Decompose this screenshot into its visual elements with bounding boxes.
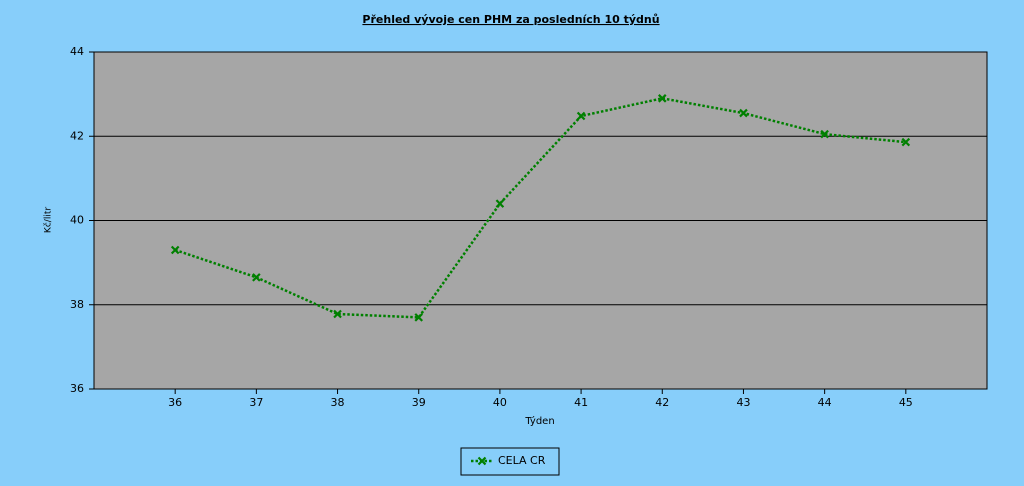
- legend-label: CELA CR: [498, 454, 546, 467]
- series-line: [174, 97, 906, 319]
- y-tick-label: 42: [70, 129, 84, 142]
- marker: [333, 309, 342, 319]
- y-tick-label: 38: [70, 298, 84, 311]
- x-tick-label: 39: [412, 396, 426, 409]
- y-tick-label: 40: [70, 214, 84, 227]
- x-tick-label: 42: [655, 396, 669, 409]
- marker: [477, 456, 487, 466]
- x-axis-label: Týden: [524, 415, 554, 427]
- y-tick-label: 44: [70, 45, 84, 58]
- x-tick-label: 41: [574, 396, 588, 409]
- x-tick-label: 38: [331, 396, 345, 409]
- marker: [739, 108, 748, 118]
- x-tick-label: 36: [168, 396, 182, 409]
- x-tick-label: 40: [493, 396, 507, 409]
- marker: [252, 273, 261, 282]
- marker: [820, 129, 829, 139]
- marker: [414, 313, 424, 322]
- marker: [657, 94, 667, 103]
- y-tick-label: 36: [70, 382, 84, 395]
- marker: [901, 137, 911, 147]
- marker: [170, 245, 180, 255]
- x-tick-label: 43: [736, 396, 750, 409]
- y-axis-label: Kč/litr: [43, 207, 54, 233]
- x-tick-label: 37: [249, 396, 263, 409]
- x-tick-label: 44: [818, 396, 832, 409]
- marker: [495, 199, 505, 208]
- chart-title: Přehled vývoje cen PHM za posledních 10 …: [362, 13, 659, 26]
- x-tick-label: 45: [899, 396, 913, 409]
- marker: [576, 111, 586, 121]
